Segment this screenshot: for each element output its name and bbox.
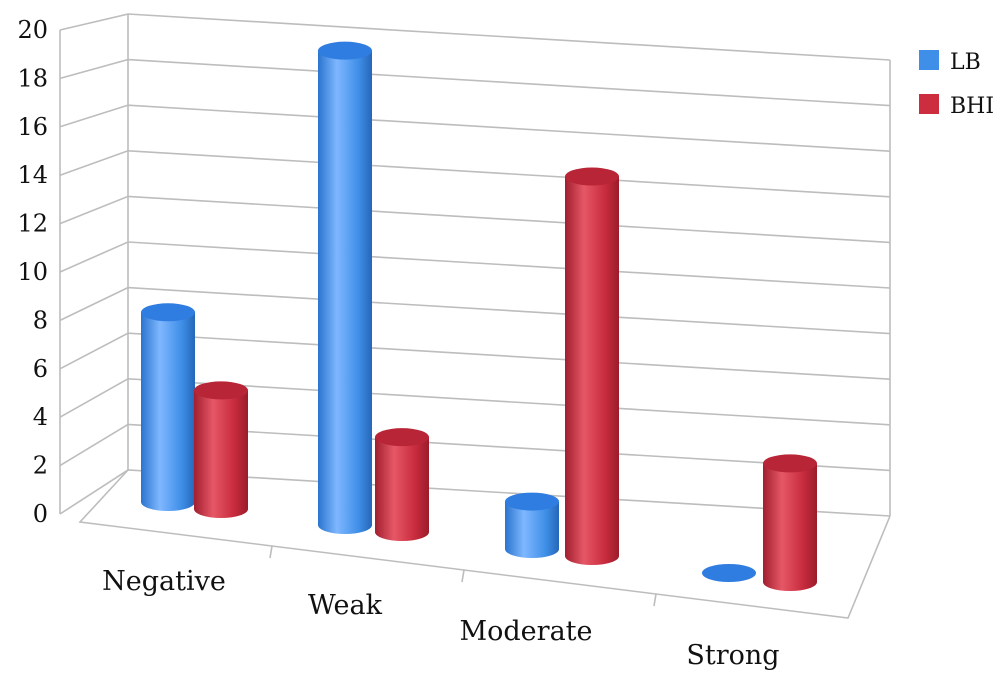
cylinder-top <box>375 428 429 447</box>
y-tick-label: 18 <box>17 64 48 92</box>
y-tick-label: 6 <box>33 355 48 383</box>
category-label-moderate: Moderate <box>460 616 593 647</box>
gridline-7 <box>59 149 891 198</box>
legend-label-lb: LB <box>950 50 981 75</box>
cylinder-top <box>318 41 372 60</box>
cylinder-body <box>505 501 559 558</box>
y-tick-label: 0 <box>33 500 48 528</box>
category-tick-3 <box>653 593 657 607</box>
bar-bhi-moderate <box>565 167 619 565</box>
cylinder-top <box>565 167 619 186</box>
y-tick-label: 8 <box>33 306 48 334</box>
cylinder-body <box>318 50 372 535</box>
legend-label-bhi: BHI <box>950 94 994 119</box>
category-tick-1 <box>269 545 273 559</box>
y-tick-label: 20 <box>17 16 48 44</box>
cylinder-top <box>194 381 248 400</box>
bar-bhi-strong <box>763 454 817 591</box>
cylinder-body <box>375 437 429 541</box>
cylinder-top <box>763 454 817 473</box>
y-tick-label: 16 <box>17 113 48 141</box>
bar-lb-strong <box>702 564 756 582</box>
gridline-5 <box>59 241 891 289</box>
bar-lb-negative <box>141 303 195 511</box>
legend-swatch-lb <box>919 50 939 70</box>
bar-lb-weak <box>318 41 372 535</box>
cylinder-body <box>194 390 248 518</box>
cylinder-top <box>141 303 195 322</box>
gridline-10 <box>59 13 891 61</box>
bar-lb-moderate <box>505 492 559 558</box>
cylinder-body <box>141 312 195 511</box>
category-label-strong: Strong <box>686 640 779 671</box>
bar-bhi-weak <box>375 428 429 541</box>
y-tick-label: 14 <box>17 161 48 189</box>
y-tick-label: 4 <box>33 403 48 431</box>
bar-bhi-negative <box>194 381 248 518</box>
gridline-8 <box>59 104 891 152</box>
category-label-weak: Weak <box>308 590 383 621</box>
category-label-negative: Negative <box>102 566 226 597</box>
y-tick-label: 12 <box>17 210 48 238</box>
y-tick-label: 10 <box>17 258 48 286</box>
category-tick-2 <box>461 569 465 583</box>
legend-swatch-bhi <box>919 94 939 114</box>
cylinder-top <box>505 492 559 511</box>
y-tick-label: 2 <box>33 452 48 480</box>
cylinder-top <box>702 564 756 582</box>
gridline-6 <box>59 195 891 244</box>
cylinder-body <box>565 176 619 565</box>
gridline-9 <box>59 58 891 107</box>
cylinder-body <box>763 463 817 591</box>
